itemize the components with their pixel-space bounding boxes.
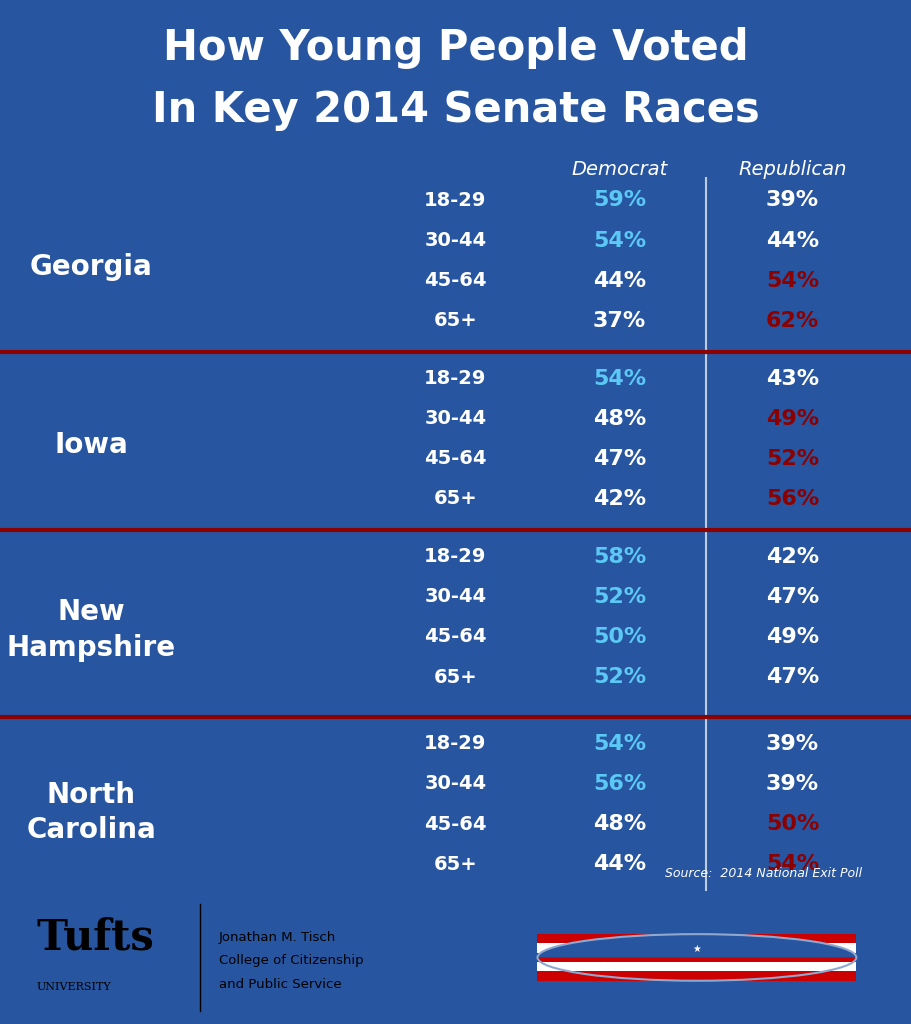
Text: Georgia: Georgia [30, 253, 152, 282]
Text: Jonathan M. Tisch: Jonathan M. Tisch [219, 931, 336, 944]
Text: 44%: 44% [766, 230, 819, 251]
Text: Source:  2014 National Exit Poll: Source: 2014 National Exit Poll [665, 867, 862, 881]
Text: 49%: 49% [766, 627, 819, 647]
Text: 45-64: 45-64 [425, 814, 486, 834]
Text: 52%: 52% [593, 667, 646, 687]
Text: 39%: 39% [766, 734, 819, 754]
Text: 42%: 42% [766, 547, 819, 567]
Text: 54%: 54% [593, 734, 646, 754]
Text: and Public Service: and Public Service [219, 978, 342, 990]
Text: Democrat: Democrat [571, 161, 668, 179]
Bar [537, 952, 856, 963]
Text: 47%: 47% [766, 587, 819, 607]
Text: 54%: 54% [593, 230, 646, 251]
Text: 65+: 65+ [434, 855, 477, 873]
Text: 54%: 54% [766, 270, 819, 291]
Text: 42%: 42% [593, 488, 646, 509]
Wedge shape [537, 934, 856, 957]
Text: 59%: 59% [593, 190, 646, 211]
Text: Iowa: Iowa [55, 431, 128, 460]
Text: 30-44: 30-44 [425, 410, 486, 428]
Text: LE: LE [724, 935, 787, 980]
Text: 18-29: 18-29 [425, 369, 486, 388]
Text: CIR: CIR [547, 935, 636, 980]
Wedge shape [537, 934, 856, 957]
Text: 56%: 56% [593, 774, 646, 794]
Text: 47%: 47% [593, 449, 646, 469]
Text: 54%: 54% [766, 854, 819, 874]
Text: 30-44: 30-44 [425, 588, 486, 606]
Text: 44%: 44% [593, 854, 646, 874]
Text: 58%: 58% [593, 547, 646, 567]
Text: 45-64: 45-64 [425, 271, 486, 290]
Text: 52%: 52% [593, 587, 646, 607]
Text: 45-64: 45-64 [425, 628, 486, 646]
Text: North: North [46, 780, 136, 809]
Text: 30-44: 30-44 [425, 231, 486, 250]
Text: 39%: 39% [766, 774, 819, 794]
Bar [537, 943, 856, 952]
Text: 47%: 47% [766, 667, 819, 687]
Text: 65+: 65+ [434, 489, 477, 508]
Text: 52%: 52% [766, 449, 819, 469]
Bar [537, 963, 856, 972]
Text: 54%: 54% [593, 369, 646, 389]
Bar [537, 934, 856, 943]
Text: New: New [57, 598, 125, 626]
Text: 48%: 48% [593, 409, 646, 429]
Text: In Key 2014 Senate Races: In Key 2014 Senate Races [151, 89, 760, 131]
Text: 37%: 37% [593, 310, 646, 331]
Text: 18-29: 18-29 [425, 547, 486, 566]
Text: Tufts: Tufts [36, 916, 154, 958]
Text: 45-64: 45-64 [425, 450, 486, 468]
Text: 44%: 44% [593, 270, 646, 291]
Text: College of Citizenship: College of Citizenship [219, 953, 363, 967]
Text: 18-29: 18-29 [425, 190, 486, 210]
Text: UNIVERSITY: UNIVERSITY [36, 982, 111, 991]
Text: 30-44: 30-44 [425, 774, 486, 794]
Text: 50%: 50% [766, 814, 819, 835]
Text: 49%: 49% [766, 409, 819, 429]
Text: 50%: 50% [593, 627, 646, 647]
Text: 18-29: 18-29 [425, 734, 486, 754]
Text: 39%: 39% [766, 190, 819, 211]
Text: How Young People Voted: How Young People Voted [163, 27, 748, 69]
Text: 56%: 56% [766, 488, 819, 509]
Bar [537, 972, 856, 981]
Text: ★: ★ [692, 944, 701, 954]
Text: 62%: 62% [766, 310, 819, 331]
Text: 48%: 48% [593, 814, 646, 835]
Text: Hampshire: Hampshire [6, 634, 176, 662]
Text: Republican: Republican [738, 161, 847, 179]
Text: 43%: 43% [766, 369, 819, 389]
Text: 65+: 65+ [434, 311, 477, 330]
Text: 65+: 65+ [434, 668, 477, 686]
Text: Carolina: Carolina [26, 816, 156, 845]
